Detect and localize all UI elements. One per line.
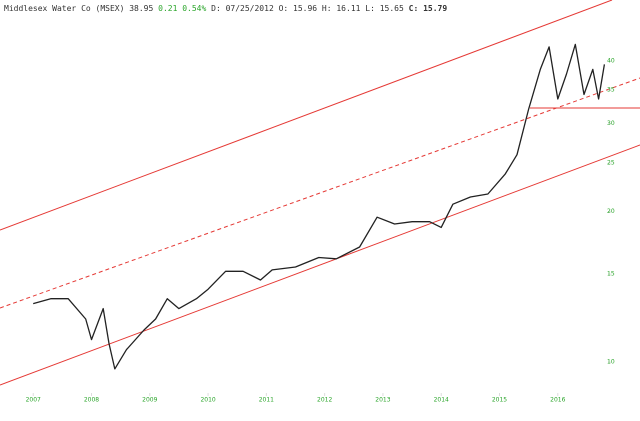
- x-tick-label: 2016: [550, 397, 565, 404]
- title-name: Middlesex Water Co (MSEX) 38.95: [4, 4, 153, 13]
- title-change: 0.21 0.54%: [158, 4, 206, 13]
- trend-middle: [0, 77, 640, 309]
- x-tick-label: 2011: [259, 397, 274, 404]
- title-quote: D: 07/25/2012 O: 15.96 H: 16.11 L: 15.65: [211, 4, 404, 13]
- title-close: 15.79: [423, 4, 447, 13]
- y-tick-label: 40: [607, 58, 615, 65]
- y-tick-label: 15: [607, 271, 615, 278]
- y-tick-label: 30: [607, 120, 615, 127]
- title-close-label: C:: [409, 4, 419, 13]
- price-line: [33, 43, 606, 370]
- trend-lower: [0, 144, 640, 386]
- trend-upper: [0, 0, 613, 231]
- y-tick-label: 20: [607, 208, 615, 215]
- y-tick-label: 25: [607, 160, 615, 167]
- x-tick-label: 2007: [26, 397, 41, 404]
- x-tick-label: 2014: [434, 397, 449, 404]
- x-tick-label: 2012: [317, 397, 332, 404]
- y-tick-label: 35: [607, 87, 615, 94]
- x-tick-label: 2015: [492, 397, 507, 404]
- x-tick-label: 2009: [142, 397, 157, 404]
- x-tick-label: 2008: [84, 397, 99, 404]
- y-tick-label: 10: [607, 359, 615, 366]
- chart-title: Middlesex Water Co (MSEX) 38.95 0.21 0.5…: [4, 4, 447, 13]
- x-tick-label: 2010: [200, 397, 215, 404]
- x-tick-label: 2013: [375, 397, 390, 404]
